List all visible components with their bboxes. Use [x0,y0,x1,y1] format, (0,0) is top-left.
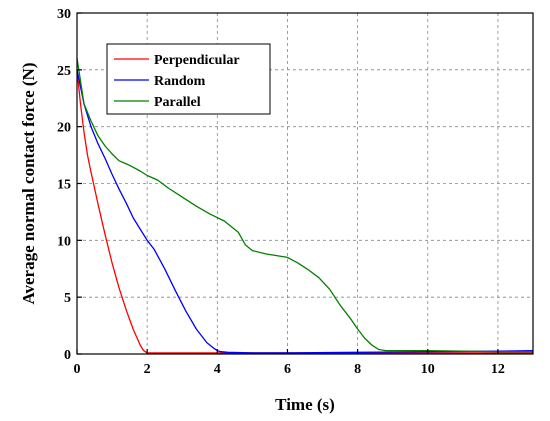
series-lines [76,58,534,354]
x-tick-label: 4 [214,362,221,377]
legend-label-perpendicular: Perpendicular [154,53,240,68]
series-line-random [76,69,534,354]
y-tick-label: 30 [57,7,71,22]
axis-ticks: 0 2 4 6 8 10 12 0 5 10 15 20 25 30 [57,7,505,377]
y-tick-label: 10 [57,234,71,249]
x-tick-label: 12 [491,362,505,377]
x-tick-label: 10 [421,362,435,377]
y-tick-label: 0 [64,348,71,363]
x-tick-label: 2 [144,362,151,377]
legend-label-random: Random [154,74,206,89]
x-tick-label: 8 [354,362,361,377]
y-tick-label: 25 [57,64,71,79]
y-axis-title: Average normal contact force (N) [19,63,38,305]
legend-box [106,43,271,115]
legend: Perpendicular Random Parallel [106,43,271,115]
y-tick-label: 20 [57,121,71,136]
x-axis-title: Time (s) [275,395,335,414]
x-tick-label: 6 [284,362,291,377]
legend-label-parallel: Parallel [154,95,201,110]
y-tick-label: 5 [64,291,71,306]
y-tick-label: 15 [57,178,71,193]
x-tick-label: 0 [74,362,81,377]
series-line-parallel [76,58,533,353]
